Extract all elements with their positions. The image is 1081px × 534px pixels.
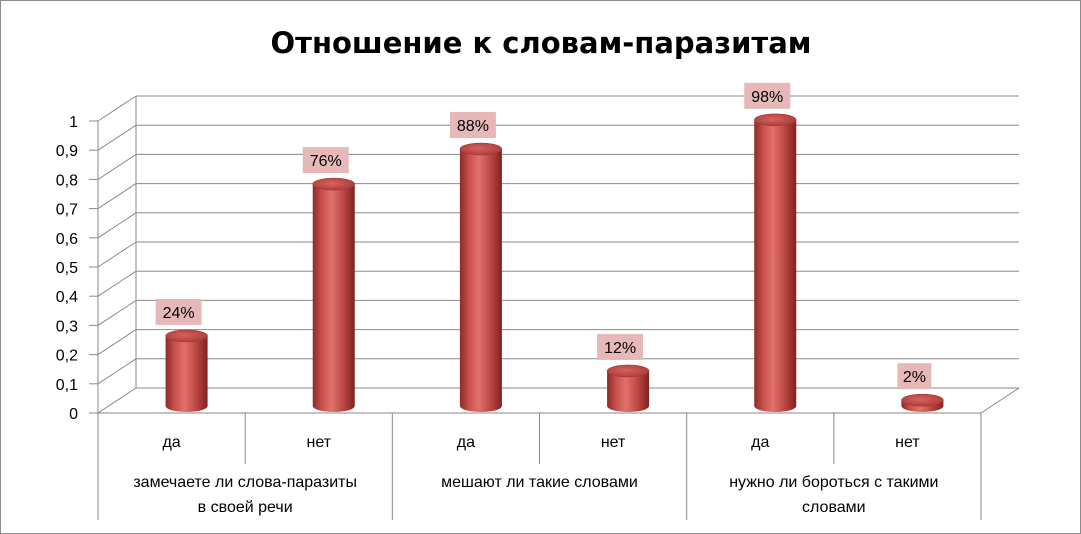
bar-top xyxy=(459,142,503,156)
y-tick-label: 0,7 xyxy=(56,202,78,219)
gridline-side xyxy=(97,153,137,180)
y-tick-label: 0,6 xyxy=(56,231,78,248)
y-tick-label: 0,9 xyxy=(56,143,78,160)
gridline-side xyxy=(97,387,137,414)
bar-top xyxy=(901,393,944,407)
category-label: да xyxy=(457,434,475,451)
y-tick-label: 0,1 xyxy=(56,377,78,394)
data-label-bg xyxy=(302,147,349,174)
category-label: нет xyxy=(601,434,626,451)
bar xyxy=(165,335,208,412)
data-label-bg xyxy=(897,363,932,390)
data-label: 76% xyxy=(310,153,342,170)
gridline-side xyxy=(97,212,137,239)
category-label: да xyxy=(751,434,769,451)
bar-top xyxy=(312,177,355,191)
gridline-side xyxy=(97,329,137,356)
group-label: словами xyxy=(802,499,866,516)
data-label: 2% xyxy=(903,369,926,386)
bar xyxy=(607,370,650,412)
bars-layer xyxy=(165,113,944,413)
category-label: нет xyxy=(306,434,331,451)
y-tick-label: 1 xyxy=(69,114,78,131)
gridline-side xyxy=(97,183,137,210)
y-tick-label: 0,2 xyxy=(56,348,78,365)
gridline-side xyxy=(97,270,137,297)
data-label-bg xyxy=(744,82,791,109)
y-tick-label: 0,8 xyxy=(56,172,78,189)
bar xyxy=(312,184,355,412)
axis-layer: 0 0,1 0,2 0,3 0,4 0,5 0,6 0,7 0,8 0,9 1 xyxy=(56,96,137,423)
group-label: нужно ли бороться с такими xyxy=(729,474,938,491)
group-label: в своей речи xyxy=(198,499,293,516)
y-tick-label: 0,4 xyxy=(56,289,78,306)
gridline-side xyxy=(97,358,137,385)
bar xyxy=(754,119,797,412)
y-tick-label: 0 xyxy=(69,406,78,423)
data-label: 12% xyxy=(604,340,636,357)
category-axis: да нет да нет да нет замечаете ли слова-парази… xyxy=(97,413,982,520)
gridline-side xyxy=(97,124,137,151)
data-labels-layer: 24% 76% 88% 12% 98% 2% xyxy=(155,82,932,390)
category-label: да xyxy=(162,434,180,451)
floor-edge xyxy=(98,387,1020,414)
data-label: 24% xyxy=(163,305,195,322)
bar-top xyxy=(754,113,797,127)
y-tick-label: 0,3 xyxy=(56,318,78,335)
bar-top xyxy=(606,364,650,378)
bar-top xyxy=(165,329,208,343)
gridline-side xyxy=(97,299,137,326)
chart-title: Отношение к словам-паразитам xyxy=(271,26,812,60)
y-tick-label: 0,5 xyxy=(56,260,78,277)
data-label: 88% xyxy=(457,118,489,135)
data-label: 98% xyxy=(751,89,783,106)
group-label: замечаете ли слова-паразиты xyxy=(133,474,357,491)
data-label-bg xyxy=(155,298,202,325)
category-label: нет xyxy=(895,434,920,451)
data-label-bg xyxy=(449,112,496,139)
gridline-side xyxy=(97,241,137,268)
gridline-side xyxy=(97,95,137,122)
group-label: мешают ли такие словами xyxy=(441,474,638,491)
bar xyxy=(459,149,502,413)
data-label-bg xyxy=(597,333,644,360)
grid-layer xyxy=(97,95,1020,414)
